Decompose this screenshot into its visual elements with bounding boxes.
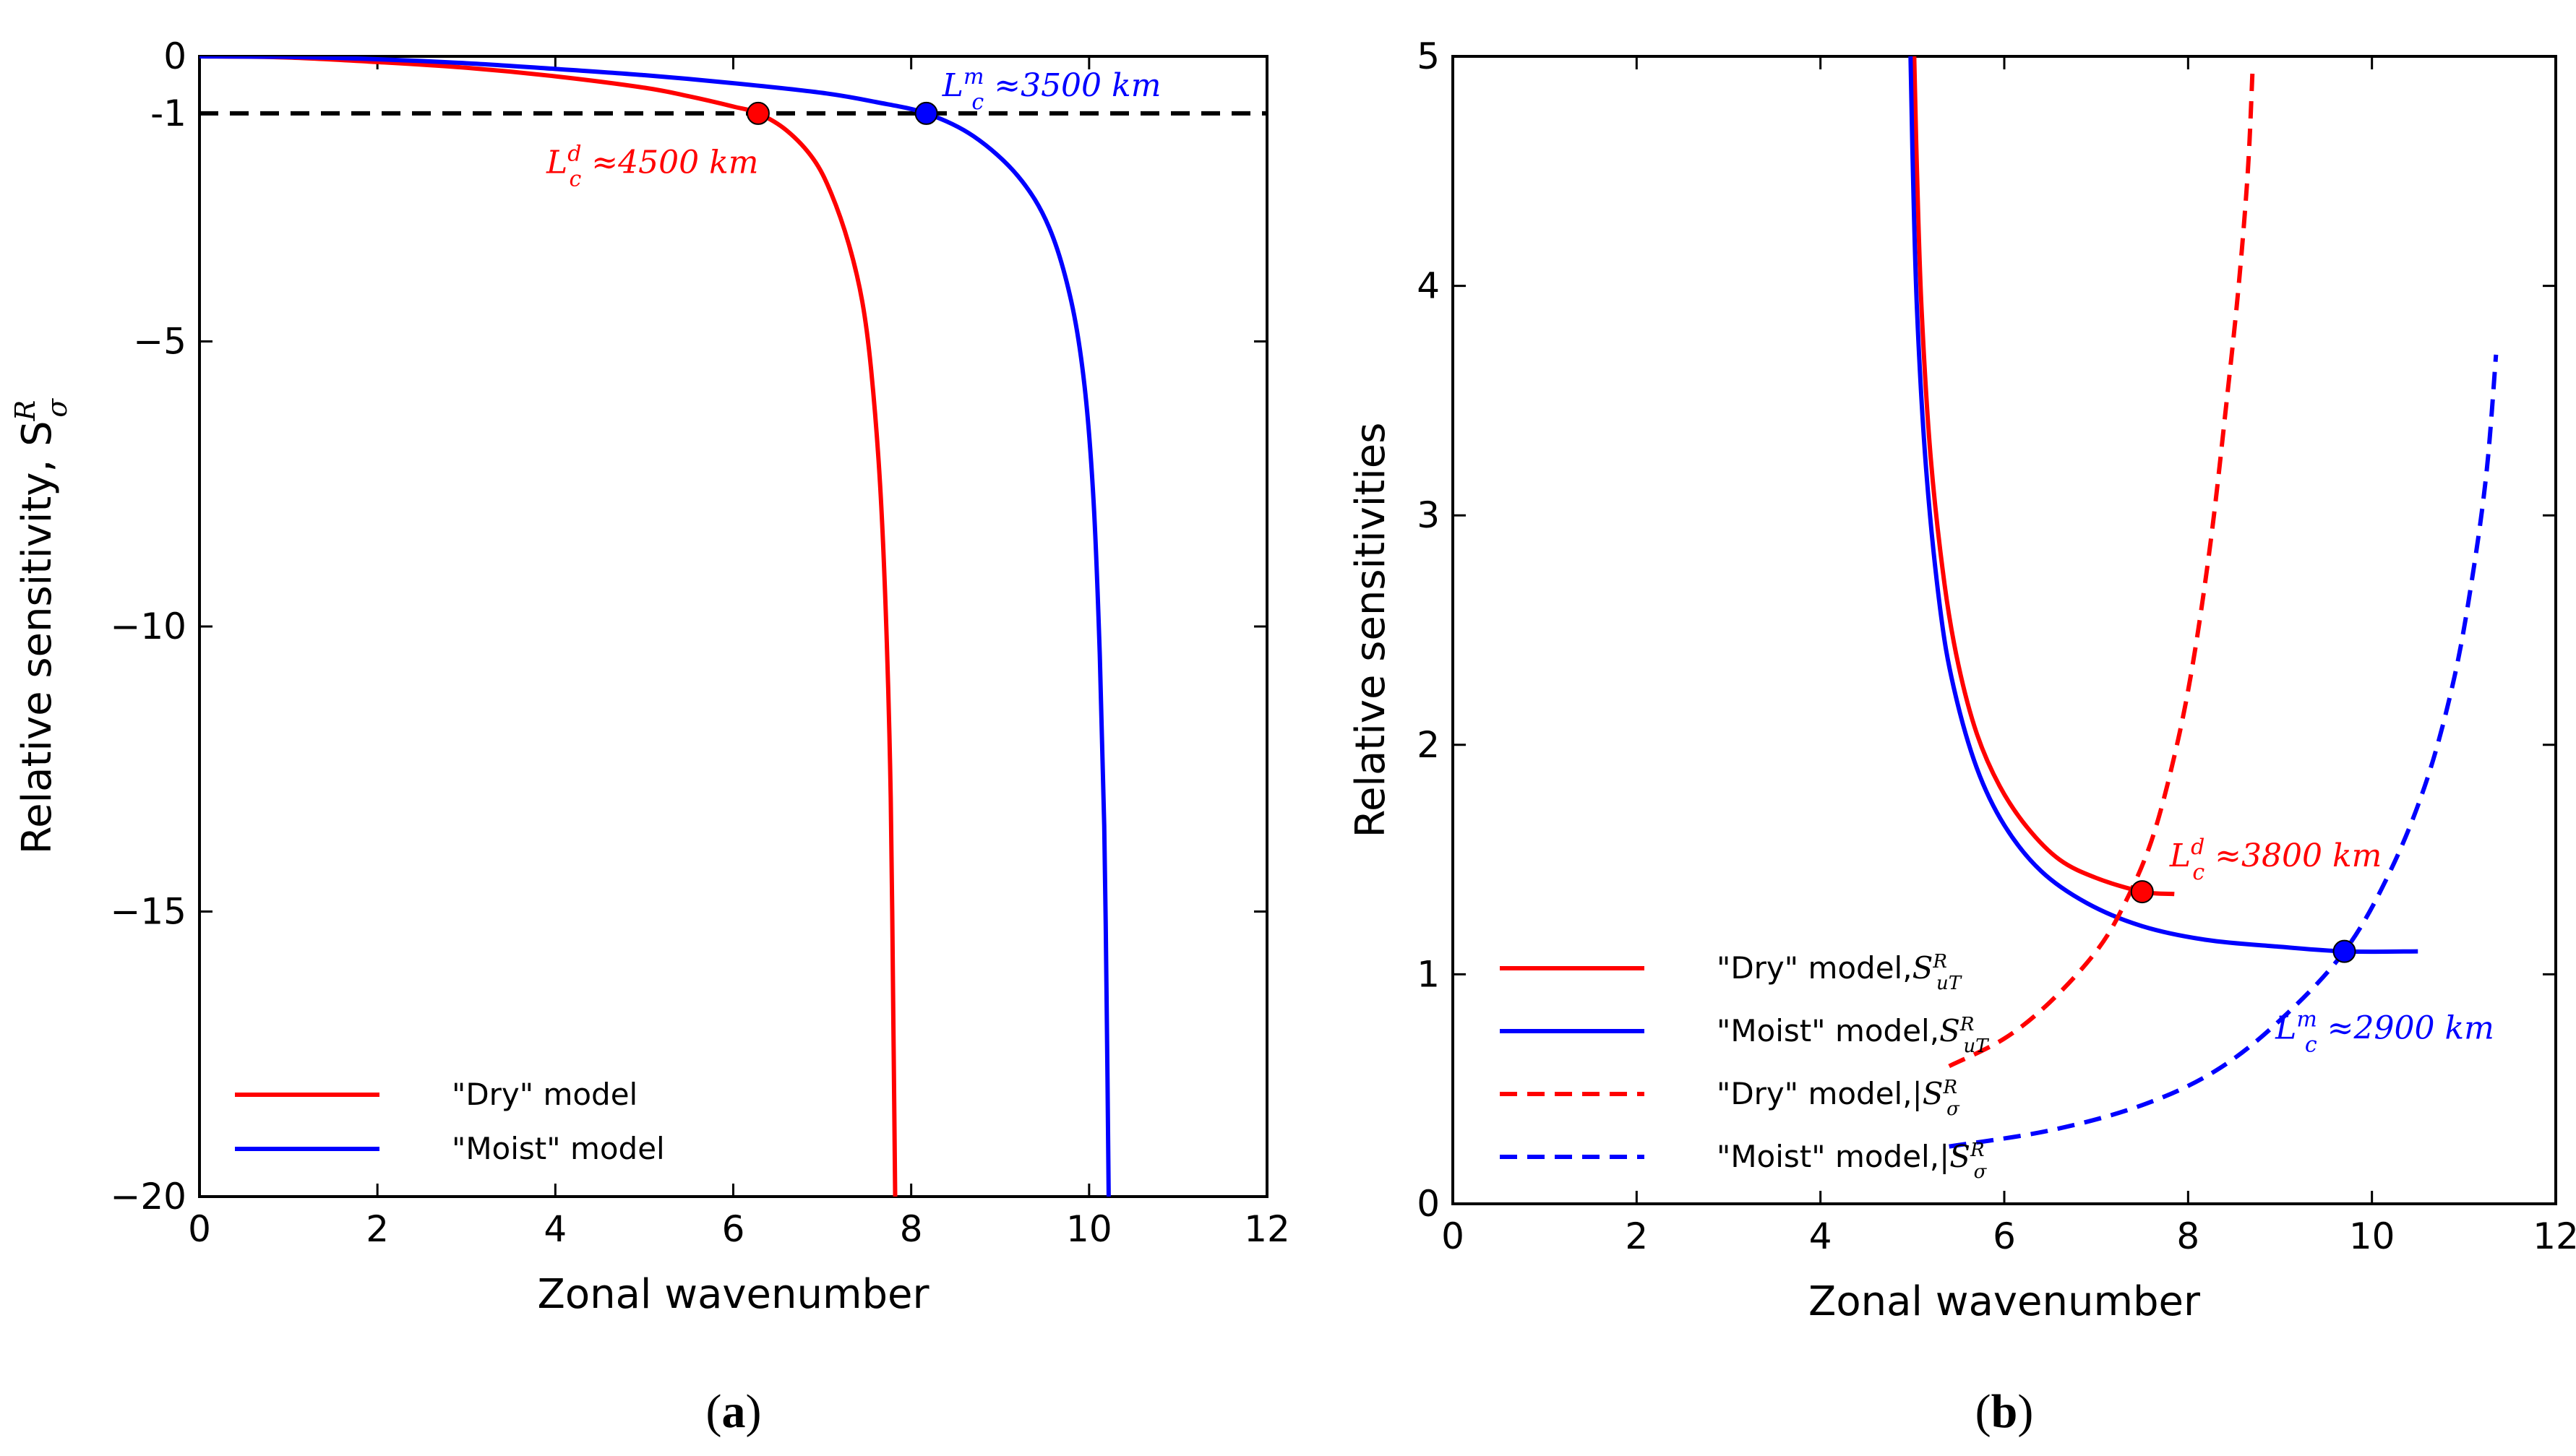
y-tick-label: 0 bbox=[163, 35, 186, 77]
x-tick-label: 6 bbox=[1993, 1215, 2016, 1257]
critical-point-marker bbox=[746, 101, 770, 125]
panel-label: (a) bbox=[706, 1385, 762, 1438]
x-axis-label: Zonal wavenumber bbox=[537, 1271, 929, 1318]
legend-entry: "Moist" model,SR uT bbox=[1717, 1013, 1989, 1057]
x-tick-label: 4 bbox=[544, 1208, 567, 1250]
series-line-4 bbox=[1949, 354, 2499, 1149]
legend-entry: "Dry" model,|SR σ bbox=[1717, 1076, 1960, 1120]
x-tick-label: 12 bbox=[2533, 1215, 2576, 1257]
y-tick-label: 2 bbox=[1417, 724, 1440, 766]
y-tick-label: −15 bbox=[110, 891, 186, 933]
x-tick-label: 2 bbox=[1625, 1215, 1648, 1257]
critical-point-marker bbox=[914, 101, 938, 125]
critical-point-marker bbox=[2332, 939, 2356, 963]
chart-panel-a: 0 2 4 6 8 10 12 0 −5 −10 −15 −20 -1 Zonal wavenumber R… bbox=[9, 35, 1290, 1438]
x-tick-label: 0 bbox=[188, 1208, 211, 1250]
legend-entry: "Moist" model,|SR σ bbox=[1717, 1139, 1988, 1183]
legend: "Dry" model "Moist" model bbox=[235, 1077, 665, 1166]
legend-entry: "Dry" model bbox=[452, 1077, 637, 1112]
series-line-3 bbox=[1948, 72, 2255, 1069]
x-tick-label: 10 bbox=[1066, 1208, 1112, 1250]
x-tick-label: 10 bbox=[2349, 1215, 2395, 1257]
critical-wavelength-annotation: Lm c ≈3500 km bbox=[942, 64, 1162, 115]
y-tick-label: 1 bbox=[1417, 953, 1440, 995]
y-tick-label: 5 bbox=[1417, 35, 1440, 77]
legend-entry: "Moist" model bbox=[452, 1131, 665, 1166]
x-tick-label: 8 bbox=[2176, 1215, 2199, 1257]
x-tick-label: 6 bbox=[722, 1208, 745, 1250]
y-tick-label: −5 bbox=[133, 321, 186, 363]
data-layer bbox=[199, 56, 1267, 1197]
x-axis-label: Zonal wavenumber bbox=[1808, 1278, 2201, 1325]
y-tick-label: 3 bbox=[1417, 494, 1440, 536]
series-line-1 bbox=[1912, 56, 2175, 897]
series-line-2 bbox=[199, 56, 1111, 1197]
y-axis-label: Relative sensitivity, SRσ bbox=[9, 398, 73, 855]
x-tick-label: 0 bbox=[1441, 1215, 1464, 1257]
y-tick-label: 0 bbox=[1417, 1183, 1440, 1225]
data-layer bbox=[1908, 56, 2499, 1149]
critical-wavelength-annotation: Lm c ≈2900 km bbox=[2275, 1007, 2494, 1057]
x-tick-label: 2 bbox=[366, 1208, 389, 1250]
critical-wavelength-annotation: Ld c ≈3800 km bbox=[2169, 835, 2382, 885]
panel-label: (b) bbox=[1975, 1385, 2034, 1438]
y-tick-label: 4 bbox=[1417, 265, 1440, 307]
x-tick-label: 12 bbox=[1244, 1208, 1290, 1250]
series-line-2 bbox=[1908, 56, 2418, 955]
y-tick-label: −20 bbox=[110, 1176, 186, 1218]
critical-wavelength-annotation: Ld c ≈4500 km bbox=[546, 141, 758, 191]
critical-point-marker bbox=[2130, 880, 2154, 904]
x-tick-label: 8 bbox=[900, 1208, 923, 1250]
y-axis-label: Relative sensitivities bbox=[1347, 423, 1394, 838]
legend: "Dry" model,SR uT "Moist" model,SR uT "Dry" … bbox=[1500, 950, 1989, 1183]
x-tick-label: 4 bbox=[1809, 1215, 1832, 1257]
series-line-1 bbox=[199, 56, 898, 1197]
legend-entry: "Dry" model,SR uT bbox=[1717, 950, 1962, 994]
y-tick-label: −10 bbox=[110, 606, 186, 647]
y-tick-label-extra: -1 bbox=[150, 92, 186, 134]
